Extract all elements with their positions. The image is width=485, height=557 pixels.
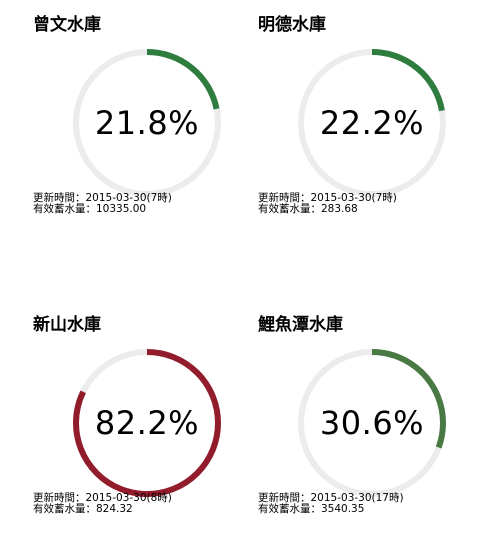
gauge-ring — [73, 49, 221, 197]
reservoir-card-liyutan: 鯉魚潭水庫 30.6% 更新時間：2015-03-30(17時) 有效蓄水量：3… — [258, 315, 478, 555]
reservoir-card-tsengwen: 曾文水庫 21.8% 更新時間：2015-03-30(7時) 有效蓄水量：103… — [33, 15, 253, 255]
gauge-percent: 21.8% — [94, 104, 200, 142]
updated-value: 2015-03-30(7時) — [85, 192, 172, 204]
reservoir-name: 明德水庫 — [258, 15, 326, 35]
storage-line: 有效蓄水量：824.32 — [33, 504, 172, 515]
gauge-ring — [298, 49, 446, 197]
reservoir-meta: 更新時間：2015-03-30(17時) 有效蓄水量：3540.35 — [258, 493, 404, 515]
gauge-percent: 82.2% — [94, 404, 200, 442]
storage-value: 10335.00 — [96, 203, 147, 215]
reservoir-meta: 更新時間：2015-03-30(7時) 有效蓄水量：283.68 — [258, 193, 397, 215]
updated-label: 更新時間： — [33, 492, 86, 504]
storage-label: 有效蓄水量： — [258, 203, 321, 215]
updated-label: 更新時間： — [258, 492, 311, 504]
reservoir-name: 曾文水庫 — [33, 15, 101, 35]
reservoir-name: 鯉魚潭水庫 — [258, 315, 343, 335]
reservoir-gauge: 21.8% — [70, 46, 224, 200]
storage-value: 3540.35 — [321, 503, 365, 515]
gauge-arc — [298, 349, 446, 497]
storage-label: 有效蓄水量： — [33, 203, 96, 215]
reservoir-gauge: 22.2% — [295, 46, 449, 200]
reservoir-name: 新山水庫 — [33, 315, 101, 335]
updated-line: 更新時間：2015-03-30(7時) — [258, 193, 397, 204]
storage-label: 有效蓄水量： — [258, 503, 321, 515]
updated-line: 更新時間：2015-03-30(7時) — [33, 193, 172, 204]
updated-line: 更新時間：2015-03-30(17時) — [258, 493, 404, 504]
updated-value: 2015-03-30(8時) — [85, 492, 172, 504]
gauge-arc — [298, 49, 446, 197]
storage-label: 有效蓄水量： — [33, 503, 96, 515]
updated-value: 2015-03-30(7時) — [310, 192, 397, 204]
reservoir-gauge: 30.6% — [295, 346, 449, 500]
storage-line: 有效蓄水量：10335.00 — [33, 204, 172, 215]
gauge-ring — [298, 349, 446, 497]
reservoir-gauge: 82.2% — [70, 346, 224, 500]
reservoir-card-xinshan: 新山水庫 82.2% 更新時間：2015-03-30(8時) 有效蓄水量：824… — [33, 315, 253, 555]
updated-label: 更新時間： — [258, 192, 311, 204]
updated-value: 2015-03-30(17時) — [310, 492, 404, 504]
reservoir-meta: 更新時間：2015-03-30(8時) 有效蓄水量：824.32 — [33, 493, 172, 515]
reservoir-card-mingde: 明德水庫 22.2% 更新時間：2015-03-30(7時) 有效蓄水量：283… — [258, 15, 478, 255]
gauge-arc — [73, 49, 221, 197]
reservoir-meta: 更新時間：2015-03-30(7時) 有效蓄水量：10335.00 — [33, 193, 172, 215]
gauge-arc — [73, 349, 221, 497]
gauge-percent: 22.2% — [319, 104, 425, 142]
updated-line: 更新時間：2015-03-30(8時) — [33, 493, 172, 504]
storage-value: 824.32 — [96, 503, 133, 515]
gauge-percent: 30.6% — [319, 404, 425, 442]
storage-value: 283.68 — [321, 203, 358, 215]
updated-label: 更新時間： — [33, 192, 86, 204]
gauge-ring — [73, 349, 221, 497]
storage-line: 有效蓄水量：283.68 — [258, 204, 397, 215]
storage-line: 有效蓄水量：3540.35 — [258, 504, 404, 515]
